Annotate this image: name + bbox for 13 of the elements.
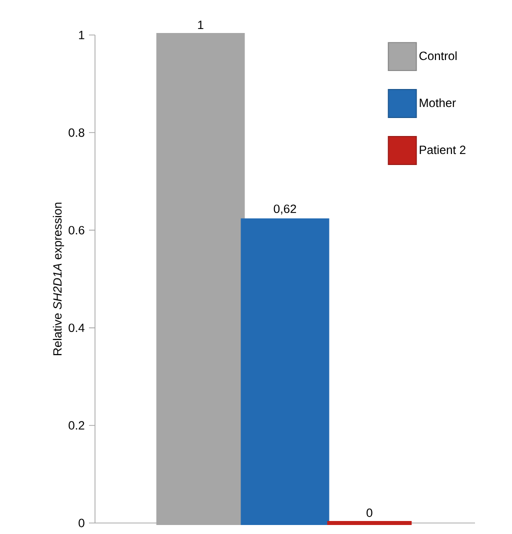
y-tick-label: 0 — [78, 518, 84, 528]
legend-label: Mother — [420, 98, 456, 108]
data-label: 0,62 — [274, 204, 296, 214]
data-label: 0 — [366, 508, 372, 518]
legend-label: Patient 2 — [420, 145, 466, 154]
y-axis-title: Relative SH2D1A expression — [52, 202, 64, 356]
y-tick-label: 0.6 — [68, 226, 84, 234]
y-tick-label: 0.2 — [68, 421, 84, 430]
data-label: 1 — [198, 20, 204, 30]
y-tick-label: 0.8 — [68, 128, 84, 137]
legend-label: Control — [419, 51, 457, 60]
y-tick-label: 0.4 — [68, 324, 84, 332]
y-tick-label: 1 — [79, 30, 84, 40]
